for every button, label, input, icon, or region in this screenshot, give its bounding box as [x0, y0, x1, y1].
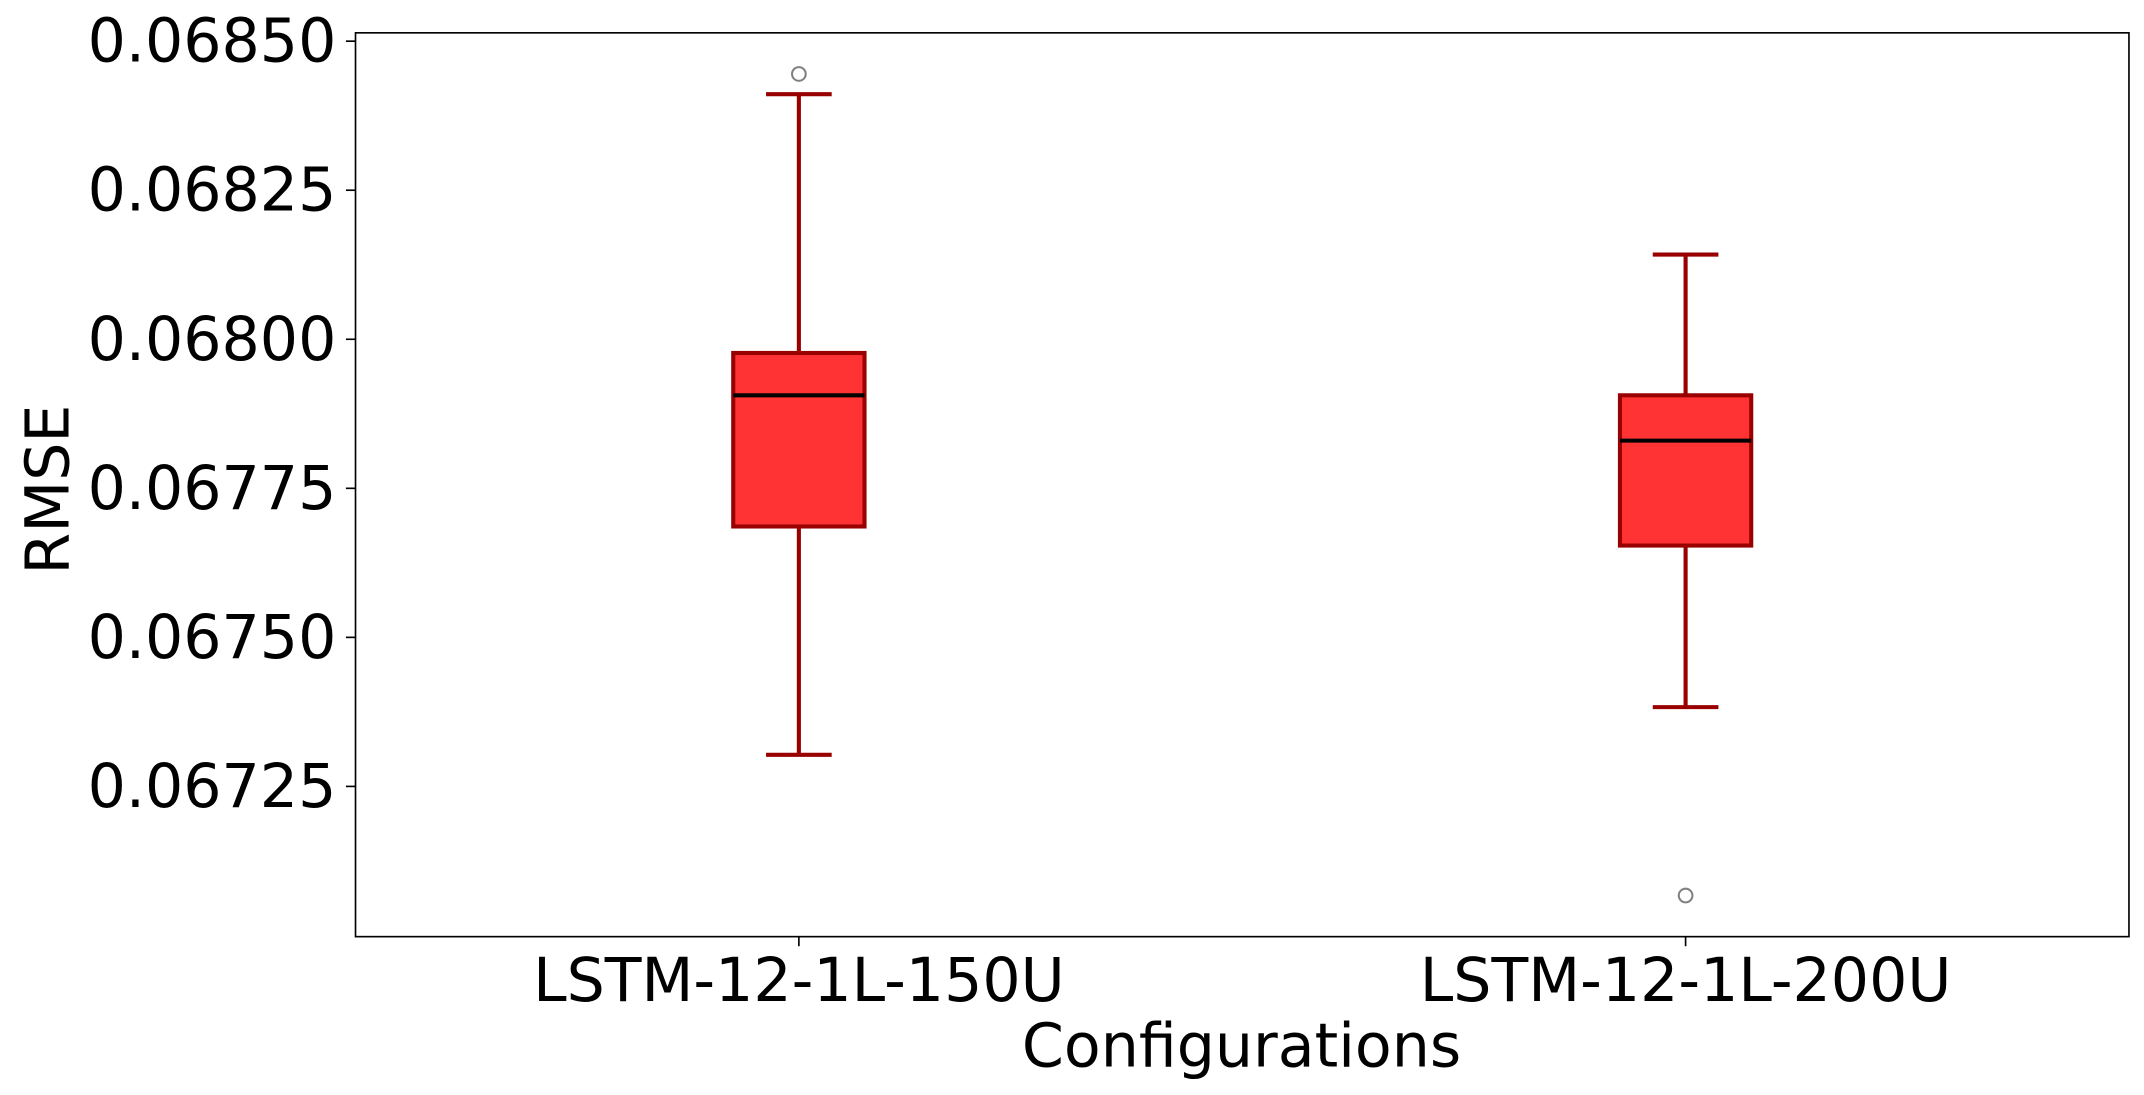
flier: [791, 66, 807, 82]
x-tick-label: LSTM-12-1L-200U: [1420, 946, 1952, 1016]
y-tick-label: 0.06825: [88, 156, 337, 226]
y-tick-label: 0.06850: [88, 7, 337, 77]
flier: [1677, 887, 1694, 904]
box: [731, 350, 867, 529]
y-tick-label: 0.06800: [88, 305, 337, 375]
y-tick-label: 0.06750: [88, 603, 337, 673]
plot-frame: [354, 32, 2130, 938]
y-tick-label: 0.06725: [88, 752, 337, 822]
x-tick-label: LSTM-12-1L-150U: [533, 946, 1065, 1016]
x-axis-label: Configurations: [1022, 1012, 1461, 1082]
y-tick-label: 0.06775: [88, 454, 337, 524]
box: [1617, 393, 1754, 548]
y-axis-label: RMSE: [13, 405, 83, 575]
